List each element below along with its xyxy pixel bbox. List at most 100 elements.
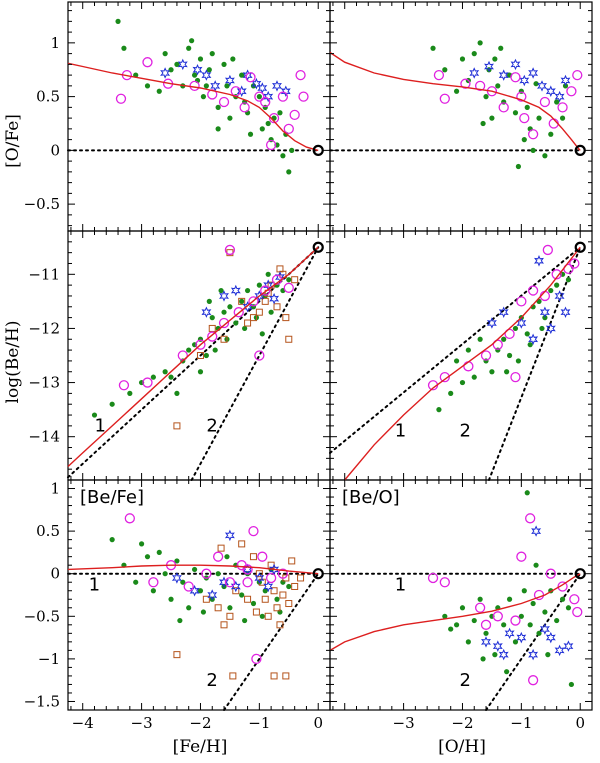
blue-star bbox=[160, 67, 171, 79]
ref-line-BeH_vs_OH-0 bbox=[329, 246, 582, 454]
brown-square bbox=[273, 604, 281, 612]
magenta-circle bbox=[516, 551, 527, 562]
blue-star bbox=[560, 306, 571, 318]
blue-star bbox=[171, 572, 182, 584]
magenta-circle bbox=[248, 525, 259, 537]
magenta-circle bbox=[257, 551, 268, 562]
magenta-circle bbox=[439, 372, 450, 383]
magenta-circle bbox=[183, 581, 194, 592]
magenta-circle bbox=[298, 91, 309, 102]
green-dot bbox=[250, 600, 257, 607]
green-dot bbox=[504, 369, 510, 375]
blue-star bbox=[486, 317, 497, 329]
ytick-label: 1 bbox=[50, 480, 60, 498]
ylabel-row-1: [O/Fe] bbox=[3, 114, 23, 168]
magenta-circle bbox=[277, 568, 289, 579]
panel-frame-0-right bbox=[329, 1, 593, 232]
green-dot bbox=[265, 120, 271, 127]
green-dot bbox=[489, 369, 495, 375]
magenta-circle bbox=[480, 619, 492, 630]
green-dot bbox=[442, 67, 448, 73]
green-dot bbox=[215, 571, 221, 577]
blue-star bbox=[480, 636, 491, 648]
brown-square bbox=[270, 672, 278, 680]
green-dot bbox=[197, 56, 204, 62]
ref-line-BeO_vs_OH-1 bbox=[485, 572, 582, 711]
green-dot bbox=[115, 18, 121, 24]
annotation-BeFe_vs_FeH: 1 bbox=[89, 575, 100, 596]
magenta-circle bbox=[251, 653, 262, 665]
ref-line-BeFe_vs_FeH-1 bbox=[223, 572, 320, 711]
magenta-circle bbox=[572, 606, 583, 618]
blue-star bbox=[554, 290, 565, 302]
magenta-circle bbox=[463, 361, 474, 372]
magenta-circle bbox=[254, 350, 265, 361]
magenta-circle bbox=[460, 78, 471, 89]
green-dot bbox=[521, 137, 527, 143]
magenta-circle bbox=[242, 564, 253, 575]
brown-square bbox=[291, 582, 299, 590]
brown-square bbox=[264, 612, 272, 620]
xtick-label: −3 bbox=[393, 714, 415, 732]
magenta-circle bbox=[207, 331, 218, 342]
blue-star bbox=[498, 306, 509, 318]
green-dot bbox=[186, 347, 192, 353]
green-dot bbox=[156, 549, 162, 556]
green-dot bbox=[109, 401, 115, 407]
brown-square bbox=[229, 672, 237, 680]
green-dot bbox=[227, 115, 233, 121]
green-dot bbox=[527, 622, 533, 628]
magenta-circle bbox=[142, 377, 153, 388]
ytick-label: 0 bbox=[50, 141, 60, 159]
panel-frame-2-left bbox=[67, 479, 331, 711]
annotation-BeFe_vs_FeH: 2 bbox=[206, 670, 217, 691]
green-dot bbox=[448, 626, 454, 632]
green-dot bbox=[477, 596, 483, 602]
magenta-circle bbox=[230, 86, 241, 97]
xtick-label: −2 bbox=[451, 714, 473, 732]
magenta-circle bbox=[527, 285, 539, 296]
brown-square bbox=[249, 553, 257, 561]
xtick-label: −1 bbox=[510, 714, 532, 732]
green-dot bbox=[465, 347, 471, 353]
magenta-circle bbox=[148, 577, 159, 588]
green-dot bbox=[436, 407, 442, 413]
brown-square bbox=[173, 422, 181, 430]
green-dot bbox=[227, 304, 233, 310]
blue-star bbox=[230, 284, 241, 297]
solar-point-BeH_vs_FeH bbox=[312, 241, 324, 253]
green-dot bbox=[215, 126, 221, 132]
blue-star bbox=[271, 80, 282, 92]
brown-square bbox=[208, 324, 216, 332]
blue-star bbox=[563, 640, 574, 652]
green-dot bbox=[459, 605, 466, 611]
green-dot bbox=[448, 390, 454, 396]
blue-star bbox=[545, 631, 556, 644]
green-dot bbox=[453, 88, 460, 94]
green-dot bbox=[174, 61, 180, 67]
green-dot bbox=[230, 56, 236, 62]
data-points bbox=[91, 18, 583, 688]
green-dot bbox=[268, 309, 274, 315]
magenta-circle bbox=[480, 350, 492, 361]
brown-square bbox=[244, 595, 252, 603]
green-dot bbox=[495, 83, 501, 89]
brown-square bbox=[214, 604, 222, 612]
green-dot bbox=[174, 558, 180, 564]
solar-point-BeH_vs_OH bbox=[574, 241, 586, 253]
green-dot bbox=[559, 596, 566, 602]
blue-star bbox=[554, 644, 565, 657]
ytick-label: 0 bbox=[50, 565, 60, 583]
magenta-circle bbox=[254, 91, 265, 102]
ytick-label: 0.5 bbox=[36, 88, 60, 106]
green-dot bbox=[471, 374, 477, 380]
green-dot bbox=[442, 613, 448, 619]
brown-square bbox=[282, 672, 290, 680]
green-dot bbox=[492, 652, 498, 658]
magenta-circle bbox=[118, 380, 130, 391]
green-dot bbox=[512, 325, 519, 332]
panel-frame-2-right bbox=[329, 479, 593, 711]
green-dot bbox=[109, 537, 115, 543]
magenta-circle bbox=[218, 317, 230, 329]
magenta-circle bbox=[115, 93, 127, 104]
